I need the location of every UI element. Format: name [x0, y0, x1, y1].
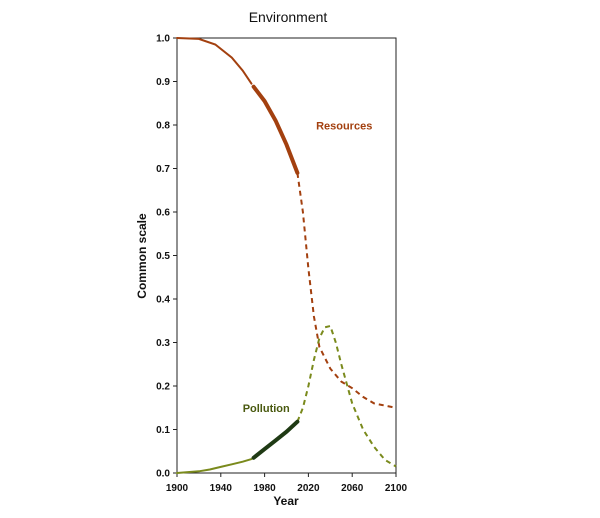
resources-projection-line	[296, 172, 397, 409]
chart-title: Environment	[249, 9, 328, 25]
pollution-label: Pollution	[243, 403, 290, 415]
resources-scenario-line	[176, 37, 253, 85]
y-tick-label: 0.1	[156, 425, 170, 436]
x-tick-label: 1940	[210, 483, 233, 494]
y-tick-label: 0.6	[156, 208, 170, 219]
y-axis: 0.0 0.1 0.2 0.3 0.4 0.5 0.6 0.7 0.8 0.9 1.0	[156, 34, 177, 480]
series-layer	[176, 37, 397, 474]
y-tick-label: 0.3	[156, 338, 170, 349]
y-tick-label: 0.2	[156, 382, 170, 393]
y-tick-label: 0.9	[156, 77, 170, 88]
x-tick-label: 2060	[341, 483, 364, 494]
y-tick-label: 0.7	[156, 164, 170, 175]
annotation-layer: Resources Pollution	[243, 120, 373, 415]
x-axis: 1900 1940 1980 2020 2060 2100	[166, 473, 408, 494]
x-tick-label: 1900	[166, 483, 189, 494]
resources-observed-line	[251, 84, 300, 175]
pollution-observed-line	[251, 419, 300, 460]
x-axis-label: Year	[273, 494, 299, 508]
y-tick-label: 0.4	[156, 295, 170, 306]
pollution-scenario-line	[176, 458, 253, 474]
pollution-projection-line	[296, 324, 397, 468]
x-tick-label: 1980	[253, 483, 276, 494]
y-tick-label: 0.0	[156, 469, 170, 480]
x-tick-label: 2020	[297, 483, 320, 494]
y-tick-label: 0.5	[156, 251, 170, 262]
resources-label: Resources	[316, 120, 372, 132]
x-tick-label: 2100	[385, 483, 408, 494]
y-tick-label: 1.0	[156, 34, 170, 45]
y-axis-label: Common scale	[135, 213, 149, 299]
y-tick-label: 0.8	[156, 121, 170, 132]
